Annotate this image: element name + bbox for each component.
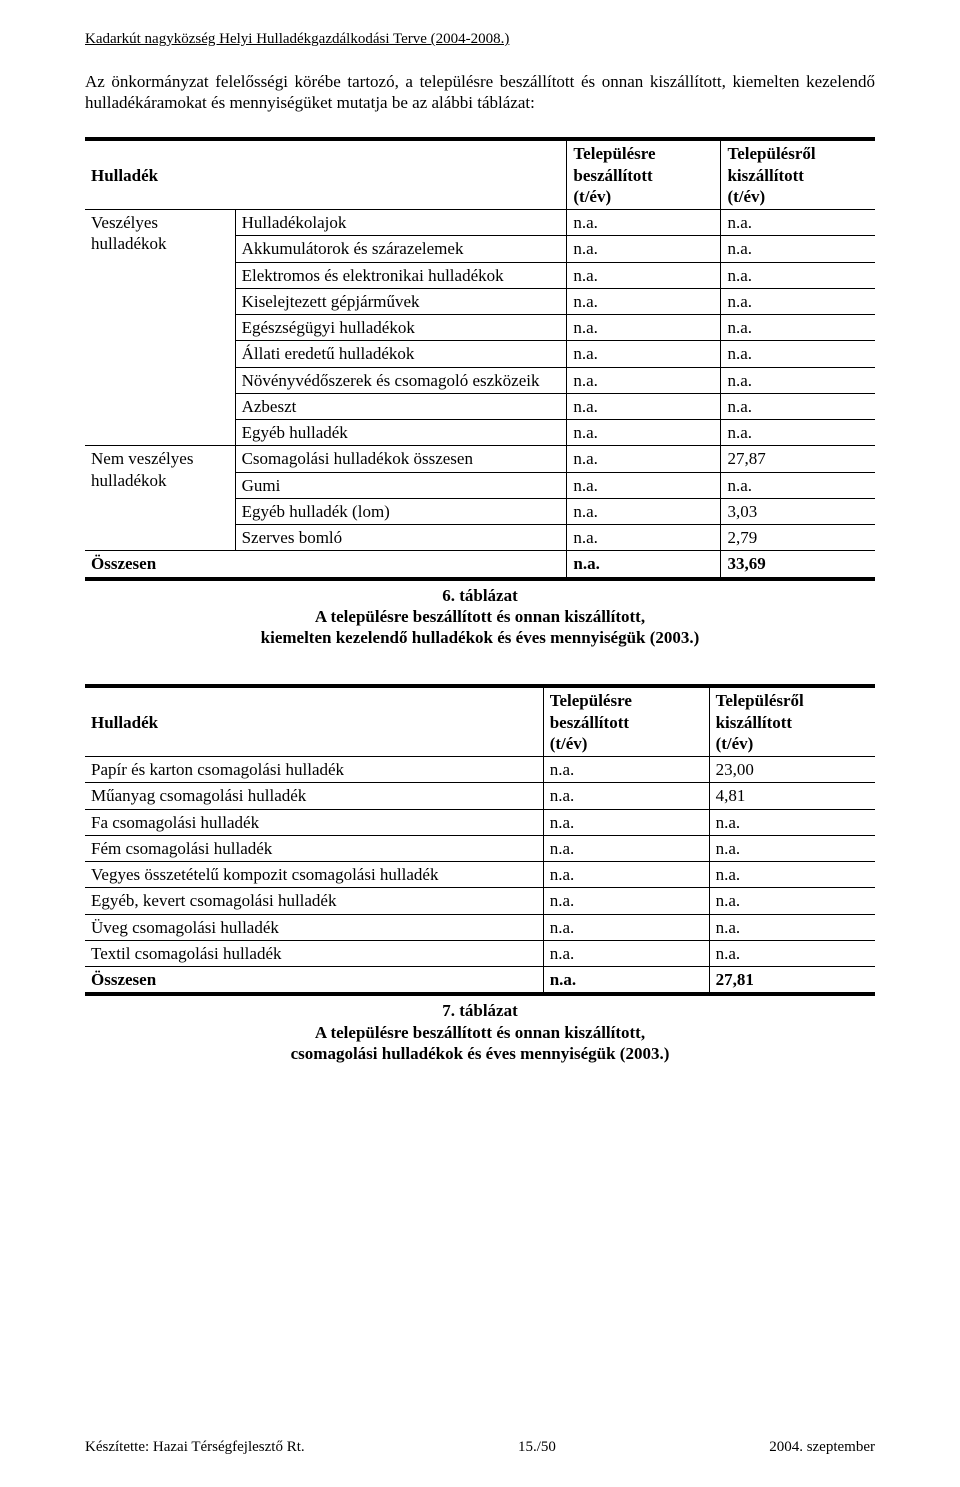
table-row-label: Egyéb hulladék	[235, 420, 567, 446]
table-row-in: n.a.	[543, 888, 709, 914]
table-row-label: Fém csomagolási hulladék	[85, 835, 543, 861]
footer-left: Készítette: Hazai Térségfejlesztő Rt.	[85, 1438, 305, 1457]
table-row-in: n.a.	[567, 236, 721, 262]
table-row-out: n.a.	[721, 393, 875, 419]
table-row-out: n.a.	[721, 288, 875, 314]
table-row-out: 23,00	[709, 757, 875, 783]
col-beszallitott: Településrebeszállított(t/év)	[567, 139, 721, 209]
table-row-out: n.a.	[709, 940, 875, 966]
table-row-out: n.a.	[721, 315, 875, 341]
table-row-out: n.a.	[721, 236, 875, 262]
table-row-in: n.a.	[543, 914, 709, 940]
caption-line-1: A településre beszállított és onnan kisz…	[315, 607, 645, 626]
table-row-in: n.a.	[543, 809, 709, 835]
table-row-label: Hulladékolajok	[235, 210, 567, 236]
table-row-out: n.a.	[709, 835, 875, 861]
caption-line-1: A településre beszállított és onnan kisz…	[315, 1023, 645, 1042]
table-row-label: Növényvédőszerek és csomagoló eszközeik	[235, 367, 567, 393]
table-row-out: 27,87	[721, 446, 875, 472]
running-header: Kadarkút nagyközség Helyi Hulladékgazdál…	[85, 30, 875, 49]
table-row-label: Textil csomagolási hulladék	[85, 940, 543, 966]
table-row-out: n.a.	[721, 367, 875, 393]
table-row-out: n.a.	[721, 262, 875, 288]
total-out: 27,81	[709, 967, 875, 995]
table-row-label: Akkumulátorok és szárazelemek	[235, 236, 567, 262]
table-row-in: n.a.	[567, 446, 721, 472]
table-1: HulladékTelepülésrebeszállított(t/év)Tel…	[85, 137, 875, 580]
row-group-veszelyes: Veszélyes hulladékok	[85, 210, 235, 446]
table-row-out: n.a.	[721, 210, 875, 236]
table-1-caption: 6. táblázat A településre beszállított é…	[85, 585, 875, 649]
table-row-in: n.a.	[567, 525, 721, 551]
table-row-out: n.a.	[709, 888, 875, 914]
table-row-in: n.a.	[567, 472, 721, 498]
table-row-label: Üveg csomagolási hulladék	[85, 914, 543, 940]
table-row-label: Szerves bomló	[235, 525, 567, 551]
table-row-out: n.a.	[709, 809, 875, 835]
table-row-label: Egészségügyi hulladékok	[235, 315, 567, 341]
total-out: 33,69	[721, 551, 875, 579]
total-in: n.a.	[567, 551, 721, 579]
caption-number: 7. táblázat	[442, 1001, 518, 1020]
table-row-label: Állati eredetű hulladékok	[235, 341, 567, 367]
table-2: HulladékTelepülésrebeszállított(t/év)Tel…	[85, 684, 875, 996]
table-row-in: n.a.	[567, 315, 721, 341]
table-row-in: n.a.	[567, 420, 721, 446]
table-row-in: n.a.	[567, 262, 721, 288]
table-row-in: n.a.	[543, 940, 709, 966]
page-footer: Készítette: Hazai Térségfejlesztő Rt. 15…	[85, 1438, 875, 1457]
caption-line-2: csomagolási hulladékok és éves mennyiség…	[291, 1044, 670, 1063]
col-kiszallitott: Településrőlkiszállított(t/év)	[721, 139, 875, 209]
table-row-label: Egyéb hulladék (lom)	[235, 498, 567, 524]
table-row-in: n.a.	[567, 341, 721, 367]
table-row-in: n.a.	[567, 393, 721, 419]
caption-line-2: kiemelten kezelendő hulladékok és éves m…	[261, 628, 700, 647]
table-row-out: n.a.	[709, 914, 875, 940]
table-row-out: n.a.	[721, 420, 875, 446]
table-row-in: n.a.	[567, 498, 721, 524]
table-row-out: 2,79	[721, 525, 875, 551]
col-hulladek: Hulladék	[85, 139, 567, 209]
table-row-label: Fa csomagolási hulladék	[85, 809, 543, 835]
table-row-in: n.a.	[567, 210, 721, 236]
table-row-out: 3,03	[721, 498, 875, 524]
table-row-in: n.a.	[543, 862, 709, 888]
table-row-label: Papír és karton csomagolási hulladék	[85, 757, 543, 783]
table-row-label: Műanyag csomagolási hulladék	[85, 783, 543, 809]
table-row-label: Vegyes összetételű kompozit csomagolási …	[85, 862, 543, 888]
table-row-label: Kiselejtezett gépjárművek	[235, 288, 567, 314]
table-row-out: 4,81	[709, 783, 875, 809]
table-2-caption: 7. táblázat A településre beszállított é…	[85, 1000, 875, 1064]
table-row-in: n.a.	[543, 835, 709, 861]
col-kiszallitott: Településrőlkiszállított(t/év)	[709, 686, 875, 756]
footer-right: 2004. szeptember	[769, 1438, 875, 1457]
table-row-in: n.a.	[567, 367, 721, 393]
caption-number: 6. táblázat	[442, 586, 518, 605]
total-label: Összesen	[85, 967, 543, 995]
total-label: Összesen	[85, 551, 567, 579]
table-row-out: n.a.	[721, 341, 875, 367]
table-row-out: n.a.	[709, 862, 875, 888]
table-row-label: Egyéb, kevert csomagolási hulladék	[85, 888, 543, 914]
table-row-out: n.a.	[721, 472, 875, 498]
intro-paragraph: Az önkormányzat felelősségi körébe tarto…	[85, 71, 875, 114]
total-in: n.a.	[543, 967, 709, 995]
table-row-label: Elektromos és elektronikai hulladékok	[235, 262, 567, 288]
footer-center: 15./50	[518, 1438, 556, 1457]
col-hulladek: Hulladék	[85, 686, 543, 756]
table-row-in: n.a.	[567, 288, 721, 314]
table-row-in: n.a.	[543, 783, 709, 809]
table-row-label: Csomagolási hulladékok összesen	[235, 446, 567, 472]
table-row-in: n.a.	[543, 757, 709, 783]
table-row-label: Gumi	[235, 472, 567, 498]
col-beszallitott: Településrebeszállított(t/év)	[543, 686, 709, 756]
table-row-label: Azbeszt	[235, 393, 567, 419]
row-group-nem-veszelyes: Nem veszélyes hulladékok	[85, 446, 235, 551]
